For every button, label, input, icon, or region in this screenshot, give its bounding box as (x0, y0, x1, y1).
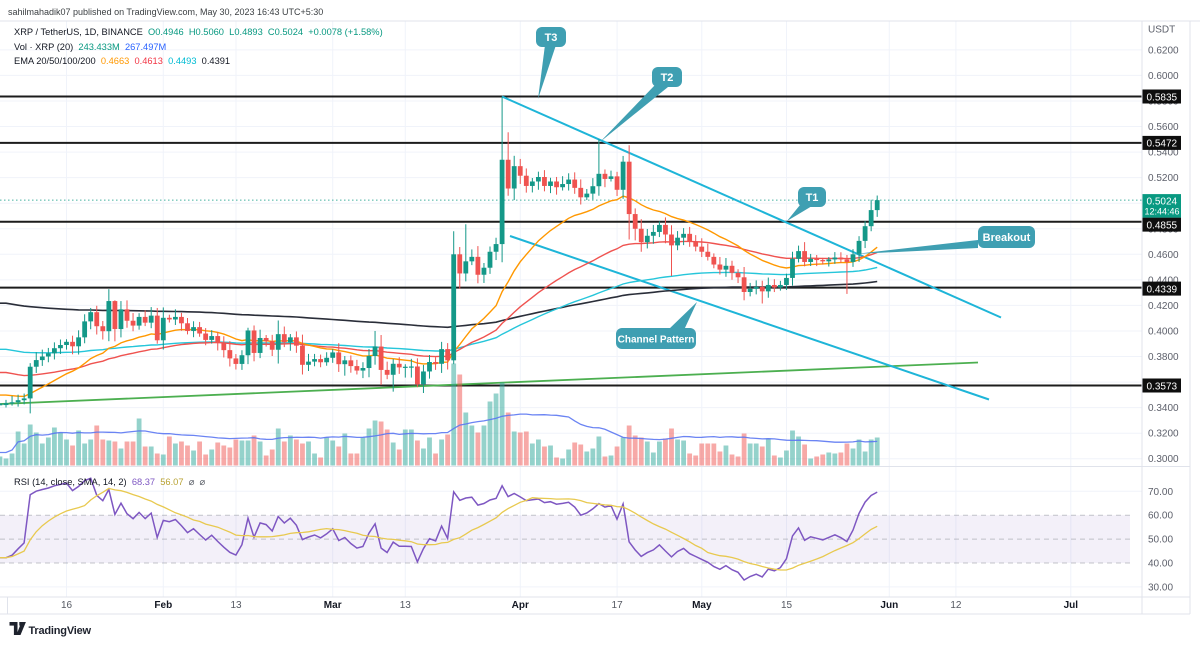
svg-text:60.00: 60.00 (1148, 511, 1173, 522)
svg-text:T3: T3 (545, 32, 558, 44)
svg-text:13: 13 (400, 600, 412, 611)
svg-text:0.5835: 0.5835 (1147, 92, 1178, 103)
svg-text:Breakout: Breakout (983, 232, 1031, 244)
svg-text:T2: T2 (661, 72, 674, 84)
svg-text:0.4000: 0.4000 (1148, 327, 1179, 338)
svg-text:Vol · XRP (20) 243.433M 267.: Vol · XRP (20) 243.433M 267.497M (14, 42, 166, 52)
svg-text:Channel Pattern: Channel Pattern (618, 335, 695, 346)
svg-text:Mar: Mar (324, 600, 342, 611)
svg-text:50.00: 50.00 (1148, 535, 1173, 546)
svg-text:TradingView: TradingView (29, 625, 92, 637)
svg-text:Feb: Feb (154, 600, 172, 611)
svg-text:0.5200: 0.5200 (1148, 173, 1179, 184)
svg-text:70.00: 70.00 (1148, 487, 1173, 498)
svg-text:Apr: Apr (512, 600, 529, 611)
svg-text:0.6000: 0.6000 (1148, 71, 1179, 82)
svg-text:0.4400: 0.4400 (1148, 275, 1179, 286)
svg-text:15: 15 (781, 600, 793, 611)
svg-text:May: May (692, 600, 712, 611)
svg-text:Jun: Jun (880, 600, 898, 611)
svg-text:T1: T1 (806, 192, 819, 204)
svg-text:0.4200: 0.4200 (1148, 301, 1179, 312)
svg-text:0.5024: 0.5024 (1147, 196, 1178, 207)
svg-text:40.00: 40.00 (1148, 559, 1173, 570)
svg-text:17: 17 (612, 600, 624, 611)
svg-text:0.6200: 0.6200 (1148, 45, 1179, 56)
svg-text:0.4339: 0.4339 (1147, 284, 1178, 295)
svg-text:0.4855: 0.4855 (1147, 220, 1178, 231)
svg-text:0.3573: 0.3573 (1147, 381, 1178, 392)
svg-text:12:44:46: 12:44:46 (1145, 207, 1180, 217)
svg-text:0.3000: 0.3000 (1148, 454, 1179, 465)
svg-text:16: 16 (61, 600, 73, 611)
svg-text:30.00: 30.00 (1148, 582, 1173, 593)
svg-text:0.3200: 0.3200 (1148, 429, 1179, 440)
svg-text:0.4600: 0.4600 (1148, 250, 1179, 261)
svg-text:12: 12 (950, 600, 962, 611)
svg-text:XRP / TetherUS, 1D, BINANCE O: XRP / TetherUS, 1D, BINANCE O0.4946 H0.5… (14, 27, 383, 37)
svg-text:RSI (14, close, SMA, 14, 2) 6: RSI (14, close, SMA, 14, 2) 68.37 56.07 … (14, 477, 205, 487)
svg-text:0.5400: 0.5400 (1148, 148, 1179, 159)
svg-text:0.3400: 0.3400 (1148, 403, 1179, 414)
svg-text:0.5472: 0.5472 (1147, 139, 1178, 150)
svg-text:Jul: Jul (1064, 600, 1079, 611)
svg-text:0.3800: 0.3800 (1148, 352, 1179, 363)
svg-text:sahilmahadik07 published on Tr: sahilmahadik07 published on TradingView.… (8, 7, 323, 17)
svg-text:0.5600: 0.5600 (1148, 122, 1179, 133)
svg-text:USDT: USDT (1148, 25, 1175, 36)
svg-text:EMA 20/50/100/200 0.4663 0.4: EMA 20/50/100/200 0.4663 0.4613 0.4493 0… (14, 56, 230, 66)
svg-text:13: 13 (230, 600, 242, 611)
